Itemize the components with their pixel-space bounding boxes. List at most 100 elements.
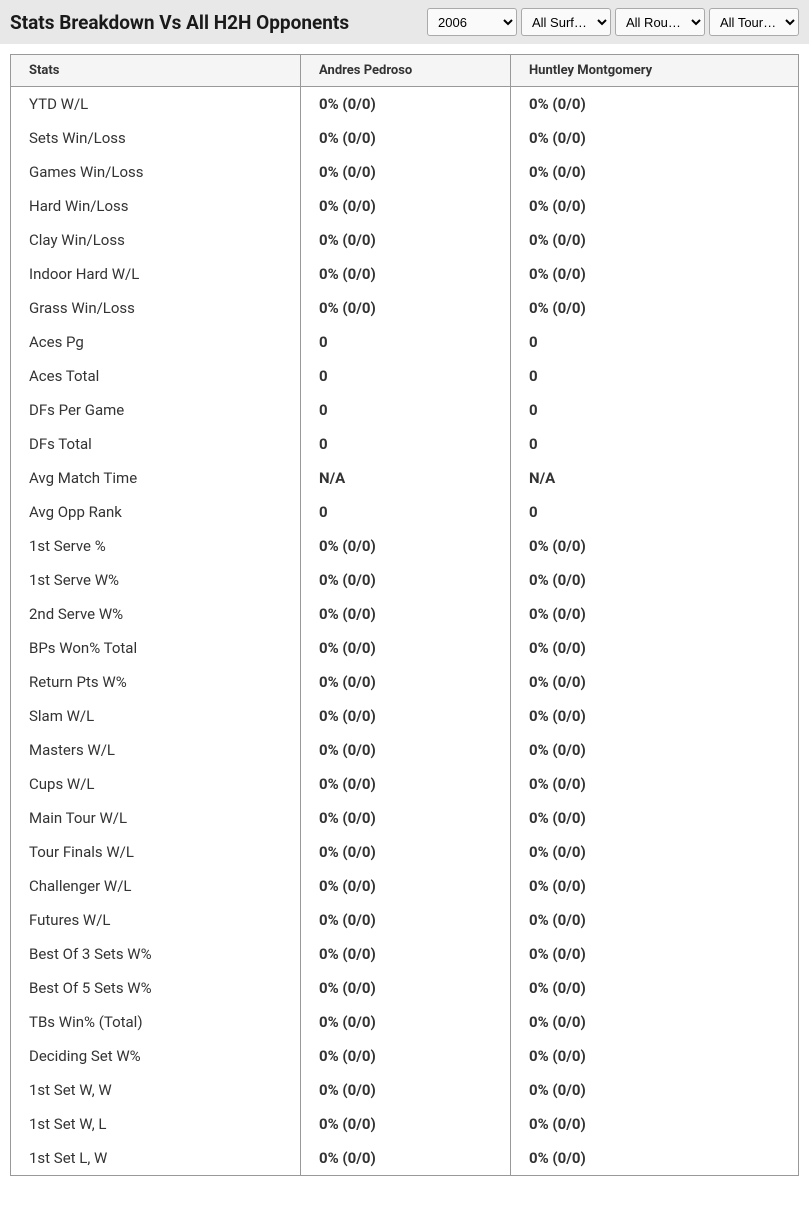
stat-value: 0% (0/0) [511, 223, 799, 257]
stat-value: 0% (0/0) [511, 121, 799, 155]
stat-label: 1st Set W, L [11, 1107, 301, 1141]
stat-value: 0% (0/0) [301, 223, 511, 257]
stat-label: Challenger W/L [11, 869, 301, 903]
stat-value: 0% (0/0) [511, 1073, 799, 1107]
stat-value: 0% (0/0) [301, 257, 511, 291]
stat-value: 0% (0/0) [301, 1073, 511, 1107]
table-row: Main Tour W/L0% (0/0)0% (0/0) [11, 801, 799, 835]
stat-value: 0% (0/0) [301, 87, 511, 122]
table-row: Avg Match TimeN/AN/A [11, 461, 799, 495]
stat-value: 0 [511, 359, 799, 393]
stat-label: Aces Pg [11, 325, 301, 359]
stat-label: Return Pts W% [11, 665, 301, 699]
stat-value: 0% (0/0) [301, 563, 511, 597]
stat-value: 0% (0/0) [511, 801, 799, 835]
table-row: Masters W/L0% (0/0)0% (0/0) [11, 733, 799, 767]
table-row: 2nd Serve W%0% (0/0)0% (0/0) [11, 597, 799, 631]
stat-value: N/A [511, 461, 799, 495]
table-row: Slam W/L0% (0/0)0% (0/0) [11, 699, 799, 733]
table-body: YTD W/L0% (0/0)0% (0/0)Sets Win/Loss0% (… [11, 87, 799, 1176]
stat-label: Clay Win/Loss [11, 223, 301, 257]
stat-value: 0% (0/0) [301, 1039, 511, 1073]
table-row: Cups W/L0% (0/0)0% (0/0) [11, 767, 799, 801]
table-row: DFs Total00 [11, 427, 799, 461]
table-row: Indoor Hard W/L0% (0/0)0% (0/0) [11, 257, 799, 291]
stats-table: Stats Andres Pedroso Huntley Montgomery … [10, 54, 799, 1176]
stat-label: TBs Win% (Total) [11, 1005, 301, 1039]
stat-value: 0% (0/0) [511, 155, 799, 189]
stat-value: 0% (0/0) [511, 1005, 799, 1039]
year-select[interactable]: 2006 [427, 8, 517, 36]
stat-value: 0% (0/0) [301, 869, 511, 903]
col-header-stats: Stats [11, 55, 301, 87]
stat-label: Main Tour W/L [11, 801, 301, 835]
table-row: 1st Set W, L0% (0/0)0% (0/0) [11, 1107, 799, 1141]
stat-value: 0% (0/0) [301, 835, 511, 869]
table-row: Return Pts W%0% (0/0)0% (0/0) [11, 665, 799, 699]
stat-value: 0% (0/0) [511, 937, 799, 971]
stat-value: 0% (0/0) [511, 189, 799, 223]
table-row: DFs Per Game00 [11, 393, 799, 427]
stat-value: 0% (0/0) [511, 971, 799, 1005]
table-wrapper: Stats Andres Pedroso Huntley Montgomery … [0, 44, 809, 1186]
stat-label: Best Of 5 Sets W% [11, 971, 301, 1005]
col-header-player2: Huntley Montgomery [511, 55, 799, 87]
stat-value: 0 [301, 427, 511, 461]
stat-value: 0 [511, 495, 799, 529]
stat-value: 0% (0/0) [301, 189, 511, 223]
stat-value: 0% (0/0) [511, 1039, 799, 1073]
stat-value: 0 [301, 359, 511, 393]
stat-value: 0% (0/0) [301, 1141, 511, 1176]
table-row: TBs Win% (Total)0% (0/0)0% (0/0) [11, 1005, 799, 1039]
table-row: Best Of 3 Sets W%0% (0/0)0% (0/0) [11, 937, 799, 971]
stat-value: 0% (0/0) [511, 767, 799, 801]
table-head: Stats Andres Pedroso Huntley Montgomery [11, 55, 799, 87]
stat-value: 0% (0/0) [301, 597, 511, 631]
round-select[interactable]: All Rou… [615, 8, 705, 36]
stat-label: Cups W/L [11, 767, 301, 801]
stat-value: 0% (0/0) [511, 699, 799, 733]
stat-value: 0 [301, 495, 511, 529]
stat-label: Best Of 3 Sets W% [11, 937, 301, 971]
stat-value: 0 [511, 325, 799, 359]
stat-label: Games Win/Loss [11, 155, 301, 189]
table-row: 1st Set W, W0% (0/0)0% (0/0) [11, 1073, 799, 1107]
stat-value: 0% (0/0) [511, 257, 799, 291]
table-row: Aces Total00 [11, 359, 799, 393]
stat-label: Tour Finals W/L [11, 835, 301, 869]
stat-value: 0% (0/0) [301, 733, 511, 767]
stat-value: 0% (0/0) [511, 1107, 799, 1141]
stat-label: Indoor Hard W/L [11, 257, 301, 291]
stat-value: 0% (0/0) [511, 733, 799, 767]
col-header-player1: Andres Pedroso [301, 55, 511, 87]
surface-select[interactable]: All Surf… [521, 8, 611, 36]
stat-value: 0 [511, 427, 799, 461]
stat-value: 0% (0/0) [301, 903, 511, 937]
stat-label: 2nd Serve W% [11, 597, 301, 631]
table-row: Avg Opp Rank00 [11, 495, 799, 529]
stat-value: 0% (0/0) [511, 869, 799, 903]
stat-value: 0 [301, 393, 511, 427]
stat-label: Aces Total [11, 359, 301, 393]
stat-value: 0% (0/0) [511, 563, 799, 597]
stat-label: Slam W/L [11, 699, 301, 733]
filters: 2006 All Surf… All Rou… All Tour… [427, 8, 799, 36]
table-row: Best Of 5 Sets W%0% (0/0)0% (0/0) [11, 971, 799, 1005]
stat-value: N/A [301, 461, 511, 495]
stat-value: 0% (0/0) [511, 835, 799, 869]
stat-value: 0% (0/0) [511, 87, 799, 122]
stat-value: 0% (0/0) [511, 1141, 799, 1176]
stat-label: 1st Set L, W [11, 1141, 301, 1176]
stat-value: 0% (0/0) [511, 597, 799, 631]
stat-label: Masters W/L [11, 733, 301, 767]
stat-value: 0% (0/0) [511, 291, 799, 325]
tour-select[interactable]: All Tour… [709, 8, 799, 36]
header-row: Stats Andres Pedroso Huntley Montgomery [11, 55, 799, 87]
stat-label: Avg Opp Rank [11, 495, 301, 529]
stat-value: 0% (0/0) [301, 801, 511, 835]
stat-value: 0% (0/0) [301, 971, 511, 1005]
table-row: 1st Serve %0% (0/0)0% (0/0) [11, 529, 799, 563]
page-title: Stats Breakdown Vs All H2H Opponents [10, 11, 349, 34]
table-row: YTD W/L0% (0/0)0% (0/0) [11, 87, 799, 122]
stat-label: BPs Won% Total [11, 631, 301, 665]
